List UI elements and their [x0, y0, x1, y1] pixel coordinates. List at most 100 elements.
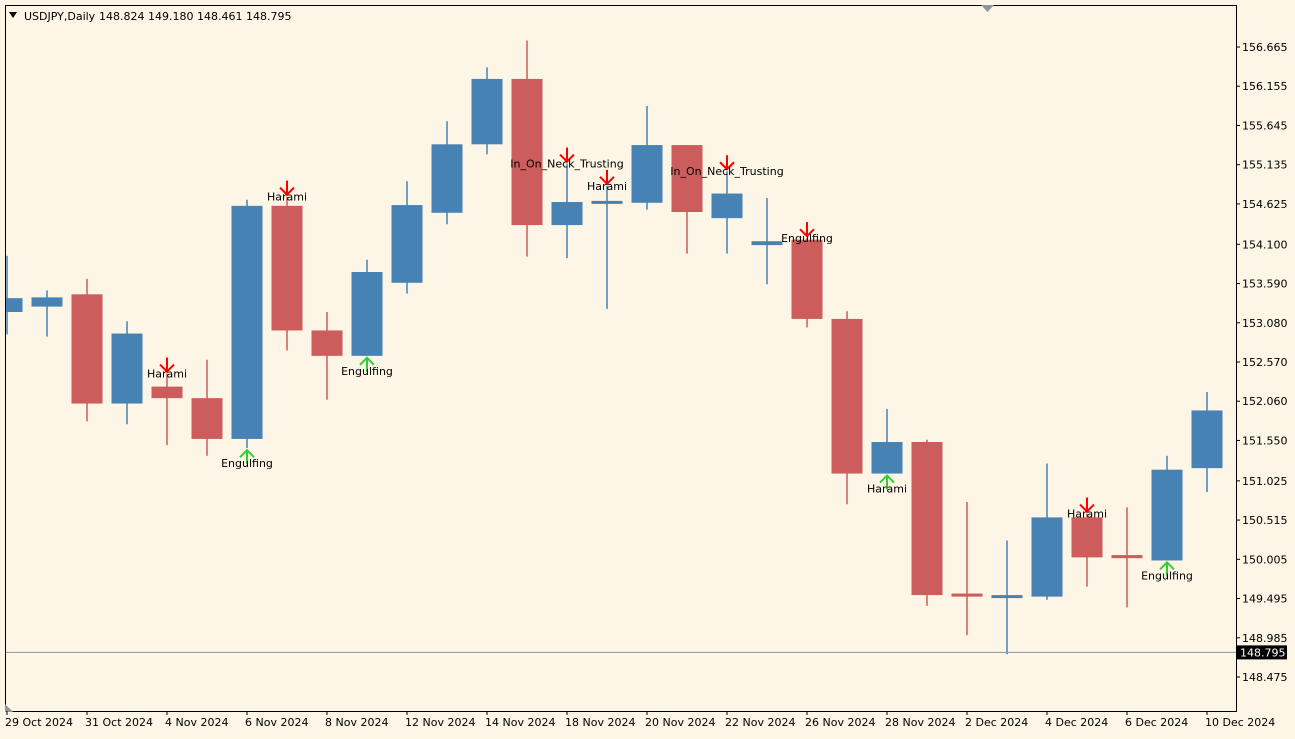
candle-23[interactable]: [911, 439, 943, 606]
candle-4[interactable]: [151, 373, 183, 446]
y-tick-label: 151.550: [1242, 434, 1288, 447]
candle-13[interactable]: [511, 40, 543, 257]
y-tick-label: 154.100: [1242, 238, 1288, 251]
pattern-annotation-3: Engulfing: [341, 356, 393, 378]
candle-body: [391, 205, 423, 283]
candle-7[interactable]: [271, 196, 303, 351]
candle-body: [351, 272, 383, 356]
candle-body: [511, 78, 543, 226]
pattern-annotation-5: Harami: [587, 169, 627, 193]
pattern-label: Engulfing: [341, 365, 393, 378]
candle-body: [471, 78, 503, 145]
candle-15[interactable]: [591, 185, 623, 309]
y-tick-label: 153.080: [1242, 317, 1288, 330]
candle-body: [711, 193, 743, 219]
candle-9[interactable]: [351, 259, 383, 356]
x-tick-label: 8 Nov 2024: [325, 716, 388, 729]
candle-22[interactable]: [871, 408, 903, 474]
candle-24[interactable]: [951, 502, 983, 636]
candle-21[interactable]: [831, 311, 863, 505]
price-axis[interactable]: 156.665 156.155 155.645 155.135 154.625 154.1…: [1236, 41, 1288, 684]
candle-body: [1031, 517, 1063, 597]
pattern-annotation-8: Harami: [867, 474, 907, 496]
candle-10[interactable]: [391, 181, 423, 294]
x-tick-label: 29 Oct 2024: [5, 716, 73, 729]
candle-body: [671, 145, 703, 212]
x-tick-label: 31 Oct 2024: [85, 716, 153, 729]
candle-body: [151, 386, 183, 399]
candle-body: [991, 595, 1023, 599]
candle-3[interactable]: [111, 321, 143, 425]
candle-20[interactable]: [791, 238, 823, 328]
candle-26[interactable]: [1031, 463, 1063, 600]
arrow-down-icon: [719, 155, 735, 171]
arrow-up-icon: [359, 356, 375, 372]
candle-28[interactable]: [1111, 507, 1143, 608]
pattern-label: Harami: [267, 191, 307, 204]
symbol-dropdown-icon[interactable]: [9, 12, 17, 18]
candle-5[interactable]: [191, 359, 223, 456]
pattern-label: In_On_Neck_Trusting: [510, 158, 623, 171]
candle-body: [1071, 517, 1103, 558]
pattern-annotation-6: In_On_Neck_Trusting: [670, 155, 784, 178]
y-tick-label: 151.025: [1242, 475, 1288, 488]
arrow-up-icon: [239, 448, 255, 465]
candle-0[interactable]: [0, 255, 23, 335]
x-tick-label: 12 Nov 2024: [405, 716, 475, 729]
x-tick-label: 4 Nov 2024: [165, 716, 228, 729]
header-ohlc: 148.824 149.180 148.461 148.795: [99, 10, 291, 23]
candle-body: [271, 205, 303, 331]
candle-body: [591, 200, 623, 204]
candle-body: [551, 202, 583, 226]
candle-14[interactable]: [551, 163, 583, 259]
y-tick-label: 153.590: [1242, 278, 1288, 291]
candle-body: [1151, 469, 1183, 561]
y-tick-label: 149.495: [1242, 593, 1288, 606]
candle-body: [791, 239, 823, 319]
candle-body: [871, 442, 903, 474]
pattern-annotation-1: Engulfing: [221, 448, 273, 470]
scroll-corner-icon[interactable]: [5, 704, 13, 712]
pattern-label: Engulfing: [1141, 569, 1193, 582]
x-tick-label: 6 Dec 2024: [1125, 716, 1188, 729]
candle-16[interactable]: [631, 105, 663, 210]
x-tick-label: 22 Nov 2024: [725, 716, 795, 729]
candle-1[interactable]: [31, 290, 63, 337]
arrow-down-icon: [159, 357, 175, 373]
candle-body: [71, 294, 103, 404]
candle-29[interactable]: [1151, 455, 1183, 561]
y-tick-label: 156.665: [1242, 41, 1288, 54]
candle-17[interactable]: [671, 145, 703, 254]
pattern-annotation-2: Harami: [267, 180, 307, 204]
y-tick-label: 154.625: [1242, 198, 1288, 211]
candle-body: [191, 398, 223, 439]
x-tick-label: 4 Dec 2024: [1045, 716, 1108, 729]
arrow-down-icon: [559, 147, 575, 163]
arrow-up-icon: [879, 474, 895, 490]
candle-body: [1111, 555, 1143, 559]
candle-body: [831, 318, 863, 474]
candle-18[interactable]: [711, 171, 743, 254]
candles-layer: [0, 40, 1223, 655]
candle-2[interactable]: [71, 278, 103, 422]
candle-body: [431, 144, 463, 213]
candle-19[interactable]: [751, 198, 783, 285]
current-price-label: 148.795: [1240, 646, 1286, 659]
time-axis[interactable]: 29 Oct 2024 31 Oct 2024 4 Nov 2024 6 Nov 20…: [5, 711, 1275, 729]
y-tick-label: 155.135: [1242, 159, 1288, 172]
arrow-down-icon: [599, 169, 615, 186]
candle-30[interactable]: [1191, 392, 1223, 492]
candle-body: [31, 297, 63, 307]
chart-shift-icon[interactable]: [981, 5, 994, 12]
candle-11[interactable]: [431, 121, 463, 225]
candle-8[interactable]: [311, 312, 343, 400]
candle-12[interactable]: [471, 67, 503, 155]
candle-6[interactable]: [231, 199, 263, 449]
candle-body: [6, 298, 23, 312]
x-tick-label: 18 Nov 2024: [565, 716, 635, 729]
pattern-label: Harami: [1067, 508, 1107, 521]
candle-27[interactable]: [1071, 513, 1103, 587]
candle-25[interactable]: [991, 540, 1023, 655]
